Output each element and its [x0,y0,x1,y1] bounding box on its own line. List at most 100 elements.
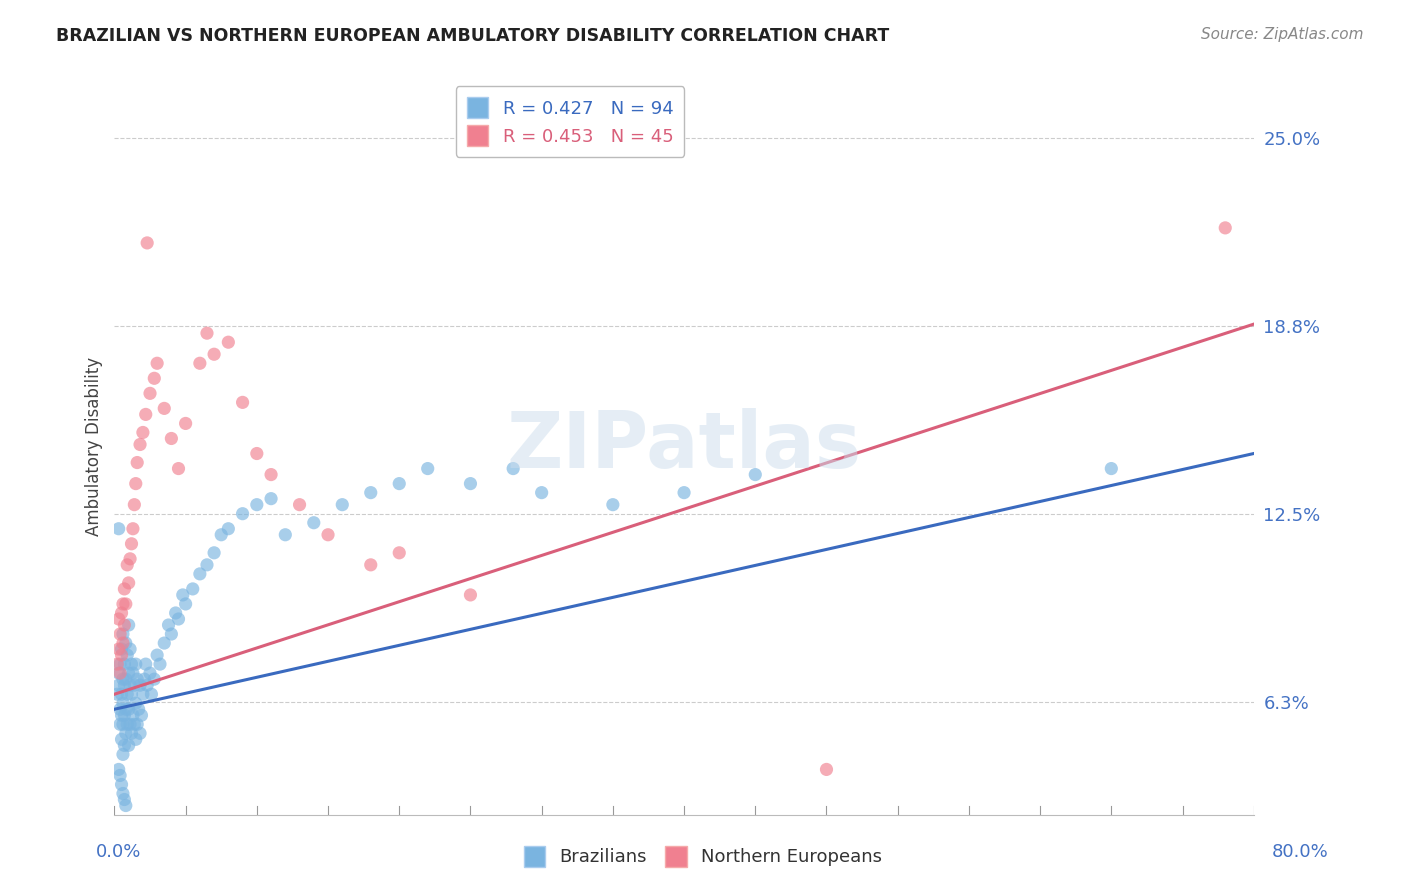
Point [129,678,152,692]
Point [107,642,129,657]
Text: Source: ZipAtlas.com: Source: ZipAtlas.com [1201,27,1364,42]
Point [112,792,135,806]
Point [188,356,211,370]
Point [1099,461,1122,475]
Point [110,687,132,701]
Point [460,588,482,602]
Point [124,717,146,731]
Point [136,678,159,692]
Point [115,558,138,572]
Point [127,456,149,470]
Point [111,747,134,762]
Point [174,597,197,611]
Y-axis label: Ambulatory Disability: Ambulatory Disability [86,357,103,535]
Point [111,672,134,686]
Point [744,467,766,482]
Point [139,386,162,401]
Point [111,597,134,611]
Point [195,326,218,341]
Point [302,516,325,530]
Point [132,687,155,701]
Point [107,678,129,692]
Point [202,546,225,560]
Point [128,702,150,716]
Point [121,726,143,740]
Point [141,687,163,701]
Point [246,498,269,512]
Point [110,648,132,662]
Point [115,687,138,701]
Point [460,476,482,491]
Point [112,678,135,692]
Point [1213,220,1236,235]
Point [388,546,411,560]
Point [160,627,183,641]
Point [124,678,146,692]
Point [146,356,169,370]
Point [129,437,152,451]
Point [217,522,239,536]
Point [120,642,142,657]
Point [131,708,153,723]
Point [360,558,382,572]
Point [108,702,131,716]
Point [108,666,131,681]
Text: ZIPatlas: ZIPatlas [506,408,862,484]
Point [122,522,145,536]
Point [107,763,129,777]
Point [114,726,136,740]
Point [110,732,132,747]
Point [108,768,131,782]
Text: BRAZILIAN VS NORTHERN EUROPEAN AMBULATORY DISABILITY CORRELATION CHART: BRAZILIAN VS NORTHERN EUROPEAN AMBULATOR… [56,27,890,45]
Point [107,666,129,681]
Point [127,717,149,731]
Point [217,335,239,350]
Point [288,498,311,512]
Point [122,708,145,723]
Point [122,666,145,681]
Point [316,528,339,542]
Point [181,582,204,596]
Point [143,371,166,385]
Point [110,777,132,791]
Point [115,717,138,731]
Point [118,739,141,753]
Point [125,696,148,710]
Point [160,432,183,446]
Point [129,726,152,740]
Point [120,717,142,731]
Point [105,687,128,701]
Point [360,485,382,500]
Point [108,627,131,641]
Point [135,657,157,672]
Point [114,702,136,716]
Point [115,648,138,662]
Point [132,425,155,440]
Point [121,657,143,672]
Point [139,666,162,681]
Point [174,417,197,431]
Point [114,672,136,686]
Point [673,485,696,500]
Point [209,528,232,542]
Point [111,787,134,801]
Point [107,612,129,626]
Point [124,498,146,512]
Point [246,446,269,460]
Point [153,401,176,416]
Point [136,235,159,250]
Point [118,575,141,590]
Point [125,657,148,672]
Point [602,498,624,512]
Point [146,648,169,662]
Point [120,678,142,692]
Point [110,642,132,657]
Point [260,491,283,506]
Point [330,498,353,512]
Point [530,485,553,500]
Point [111,717,134,731]
Point [172,588,194,602]
Point [195,558,218,572]
Point [121,687,143,701]
Point [134,672,156,686]
